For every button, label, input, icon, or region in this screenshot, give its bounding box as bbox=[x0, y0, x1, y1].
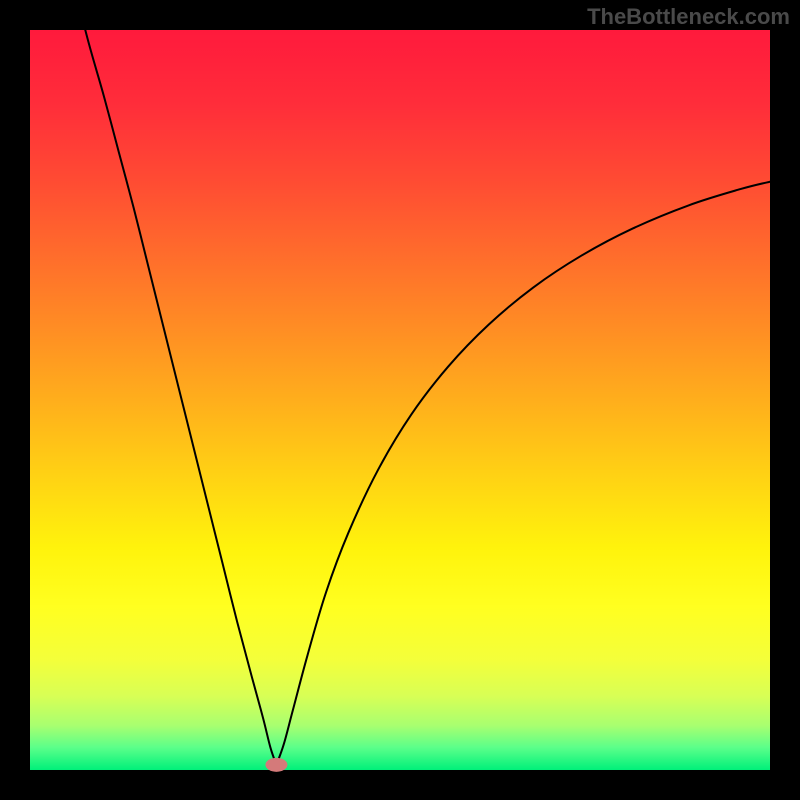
optimal-point-marker bbox=[265, 758, 287, 772]
chart-container: TheBottleneck.com bbox=[0, 0, 800, 800]
plot-background-gradient bbox=[30, 30, 770, 770]
watermark-text: TheBottleneck.com bbox=[587, 4, 790, 30]
bottleneck-chart bbox=[0, 0, 800, 800]
